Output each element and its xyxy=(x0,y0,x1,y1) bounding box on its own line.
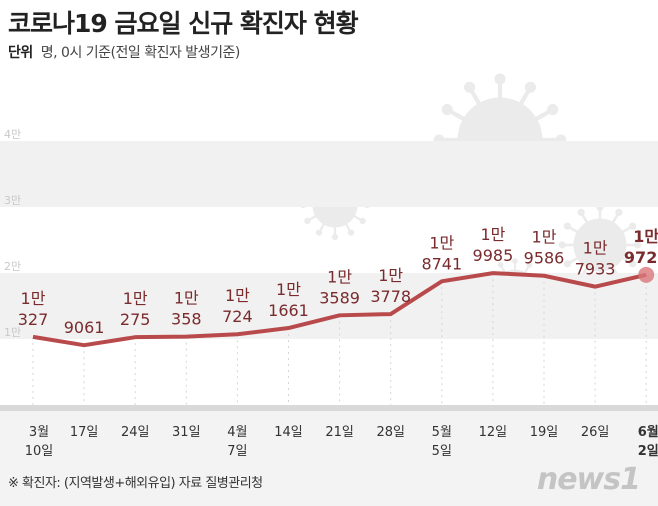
x-tick-label: 28일 xyxy=(376,425,405,440)
virus-spike-tip xyxy=(563,222,571,230)
data-label: 9586 xyxy=(524,249,565,268)
virus-spike-tip xyxy=(464,81,476,93)
x-tick-label: 24일 xyxy=(121,425,150,440)
data-label: 9724 xyxy=(624,248,658,267)
virus-spike-tip xyxy=(524,81,536,93)
data-label: 1만 xyxy=(327,267,352,286)
virus-spike-tip xyxy=(558,241,566,249)
x-tick-label: 3월 xyxy=(29,425,49,440)
virus-spike-tip xyxy=(331,233,339,241)
data-label: 1만 xyxy=(633,227,658,246)
unit-label: 단위 xyxy=(8,45,33,61)
y-tick-label: 3만 xyxy=(4,194,21,207)
virus-spike-tip xyxy=(629,222,637,230)
series-line xyxy=(32,271,647,348)
highlight-point xyxy=(638,266,655,283)
x-tick-label: 31일 xyxy=(172,425,201,440)
unit-caption: 단위 명, 0시 기준(전일 확진자 발생기준) xyxy=(8,42,240,62)
grid-band xyxy=(0,273,658,339)
data-label: 1만 xyxy=(429,233,454,252)
data-label: 724 xyxy=(222,307,253,326)
data-label: 358 xyxy=(171,310,202,329)
virus-spike-tip xyxy=(563,260,571,268)
x-axis-line xyxy=(0,405,658,411)
data-label: 1만 xyxy=(378,266,403,285)
data-label: 7933 xyxy=(575,260,616,279)
virus-spike-tip xyxy=(634,241,642,249)
x-tick-label: 5일 xyxy=(432,444,452,459)
news1-logo: news1 xyxy=(536,462,641,497)
data-label: 8741 xyxy=(421,254,462,273)
data-label: 1만 xyxy=(225,286,250,305)
data-label: 1만 xyxy=(21,289,46,308)
page-title: 코로나19 금요일 신규 확진자 현황 xyxy=(8,9,359,38)
virus-spike-tip xyxy=(359,217,366,225)
data-label: 1만 xyxy=(532,228,557,247)
data-label: 1만 xyxy=(583,239,608,258)
data-label: 1만 xyxy=(174,289,199,308)
virus-spike-tip xyxy=(494,73,506,85)
footer-area xyxy=(0,411,658,506)
virus-spike-tip xyxy=(347,229,355,236)
x-tick-label: 10일 xyxy=(25,444,54,459)
data-label: 1661 xyxy=(268,301,309,320)
virus-spike-tip xyxy=(512,258,518,264)
virus-spike-tip xyxy=(526,261,533,268)
data-label: 327 xyxy=(18,310,49,329)
virus-spike-tip xyxy=(547,104,559,116)
footnote: ※ 확진자: (지역발생+해외유입) 자료 질병관리청 xyxy=(8,476,263,491)
virus-spike-tip xyxy=(615,208,623,216)
x-tick-label: 4월 xyxy=(227,425,247,440)
virus-spike-tip xyxy=(577,208,585,216)
virus-spike-tip xyxy=(441,104,453,116)
data-label: 9061 xyxy=(64,318,105,337)
x-tick-label: 26일 xyxy=(581,425,610,440)
x-tick-label: 14일 xyxy=(274,425,303,440)
x-tick-label: 19일 xyxy=(530,425,559,440)
data-label: 275 xyxy=(120,310,151,329)
x-tick-label: 7일 xyxy=(227,444,247,459)
y-tick-label: 4만 xyxy=(4,128,21,141)
y-tick-label: 2만 xyxy=(4,260,21,273)
virus-spike-tip xyxy=(315,229,323,236)
x-tick-label: 21일 xyxy=(325,425,354,440)
unit-text: 명, 0시 기준(전일 확진자 발생기준) xyxy=(40,45,241,61)
y-tick-label: 1만 xyxy=(4,326,21,339)
data-label: 1만 xyxy=(480,225,505,244)
virus-spike-tip xyxy=(304,217,311,225)
x-tick-label: 2일 xyxy=(638,444,658,459)
virus-spike-tip xyxy=(629,260,637,268)
x-tick-label: 5월 xyxy=(432,425,452,440)
x-tick-label: 17일 xyxy=(70,425,99,440)
data-label: 9985 xyxy=(473,246,514,265)
data-label: 1만 xyxy=(123,289,148,308)
grid-band xyxy=(0,141,658,207)
x-tick-label: 12일 xyxy=(479,425,508,440)
data-label: 3778 xyxy=(370,287,411,306)
virus-spike-tip xyxy=(497,261,504,268)
x-tick-label: 6월 xyxy=(638,424,658,440)
data-label: 3589 xyxy=(319,288,360,307)
data-label: 1만 xyxy=(276,280,301,299)
